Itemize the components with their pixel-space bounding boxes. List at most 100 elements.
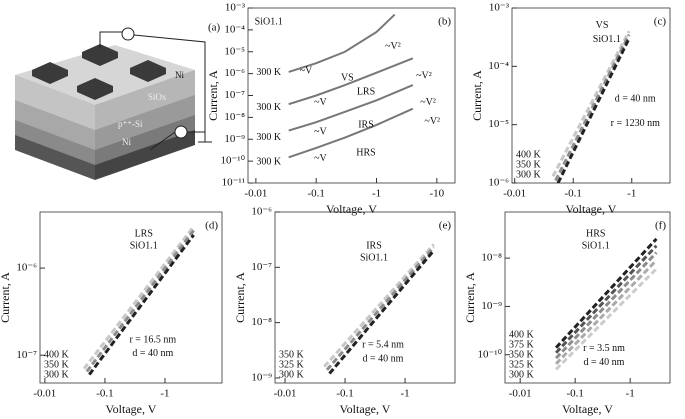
series-line [288,13,396,73]
pad [130,60,166,82]
annotation: ~V [314,153,327,164]
series-line [323,243,435,368]
layer-label: Ni [122,137,131,147]
series-line [556,37,631,183]
series-line [554,244,658,354]
series-line [555,251,658,360]
annotation: LRS [135,229,153,240]
pad [32,62,68,84]
panel: -0.01 -0.1 -1 10⁻⁷ 10⁻⁶ Voltage, V Current, A (… [0,211,223,416]
x-axis-label: Voltage, V [106,402,157,416]
wire [99,31,122,48]
x-tick-label: -1 [626,388,635,400]
annotation: ~V² [416,71,432,82]
x-tick-label: -0.01 [33,388,56,400]
y-tick-label: 10⁻⁶ [251,206,272,218]
y-tick-label: 10⁻⁷ [224,89,245,101]
top-face [15,45,195,105]
panel-label: (e) [439,220,452,232]
y-axis-label: Current, A [470,70,484,121]
y-tick-label: 10⁻¹⁰ [220,155,245,167]
annotation: ~V² [385,41,401,52]
y-tick-label: 10⁻⁶ [16,262,37,274]
x-tick-label: -0.1 [307,188,324,200]
x-tick-label: -0.01 [244,188,267,200]
annotation: HRS [356,148,375,159]
series-label: 350 K [509,349,535,360]
y-tick-label: 10⁻⁶ [224,67,245,79]
layer-top-left [15,75,95,130]
annotation: ~V [300,65,313,76]
series-line [88,234,195,376]
series-label: 300 K [279,369,305,380]
series-line [555,267,658,371]
series-line [288,107,414,159]
x-axis-label: Voltage, V [562,402,613,416]
annotation: SiO1.1 [130,240,158,251]
plot-frame [504,211,671,384]
layer-top-right [95,70,195,130]
series-line [554,237,658,349]
series-label: 400 K [509,329,535,340]
panel-label: (f) [655,220,666,232]
annotation: VS [596,20,609,31]
annotation: r = 16.5 nm [129,335,176,346]
series-line [554,33,631,182]
series-label: 300 K [516,169,542,180]
annotation: d = 40 nm [363,353,404,364]
annotation: ~V [314,97,327,108]
panel-label: (b) [438,16,451,28]
annotation: IRS [366,240,382,251]
y-tick-label: 10⁻³ [489,2,510,14]
x-axis-label: Voltage, V [566,202,617,216]
annotation: VS [341,72,354,83]
series-line [551,30,631,178]
series-line [555,259,658,365]
y-axis-label: Current, A [0,272,12,323]
annotation: r = 3.5 nm [583,343,625,354]
annotation: SiO1.1 [593,34,621,45]
series-line [85,229,195,373]
panel: -0.01 -0.1 -1 10⁻⁹ 10⁻⁸ 10⁻⁷ 10⁻⁶ Voltage, V Cur… [233,206,456,416]
x-tick-label: -0.1 [565,188,582,200]
y-tick-label: 10⁻⁸ [481,252,502,264]
panel: -0.01 -0.1 -1 10⁻³ 10⁻⁴ 10⁻⁵ 10⁻⁶ Voltage, V Cur… [470,2,671,216]
annotation: SiO1.1 [255,16,283,27]
layer-label: Ni [175,70,184,80]
annotation: 300 K [256,102,282,113]
annotation: 300 K [256,156,282,167]
annotation: d = 40 nm [615,93,656,104]
x-tick-label: -1 [372,188,381,200]
x-tick-label: -1 [627,188,636,200]
annotation: r = 1230 nm [611,118,660,129]
series-label: 325 K [279,359,305,370]
y-axis-label: Current, A [206,70,220,121]
series-line [288,57,414,106]
annotation: 300 K [256,132,282,143]
y-axis-label: Current, A [233,272,247,323]
y-tick-label: 10⁻⁹ [251,371,272,383]
y-tick-label: 10⁻⁷ [16,349,37,361]
y-tick-label: 10⁻⁴ [488,60,509,72]
x-axis-label: Voltage, V [340,402,391,416]
x-axis-label: Voltage, V [326,202,377,216]
y-tick-label: 10⁻⁸ [251,316,272,328]
x-tick-label: -0.1 [566,388,583,400]
annotation: ~V² [424,116,440,127]
x-tick-label: -0.1 [96,388,113,400]
wire [133,34,206,133]
series-label: 300 K [509,369,535,380]
y-tick-label: 10⁻⁹ [481,300,502,312]
wire [149,131,176,151]
annotation: r = 5.4 nm [362,340,404,351]
y-tick-label: 10⁻⁶ [488,177,509,189]
x-tick-label: -1 [160,388,169,400]
y-tick-label: 10⁻⁵ [224,45,245,57]
plot-frame [511,7,671,184]
plot-frame [39,211,223,384]
ammeter [174,125,188,139]
y-tick-label: 10⁻³ [225,2,246,14]
annotation: HRS [586,229,605,240]
series-label: 400 K [44,349,70,360]
